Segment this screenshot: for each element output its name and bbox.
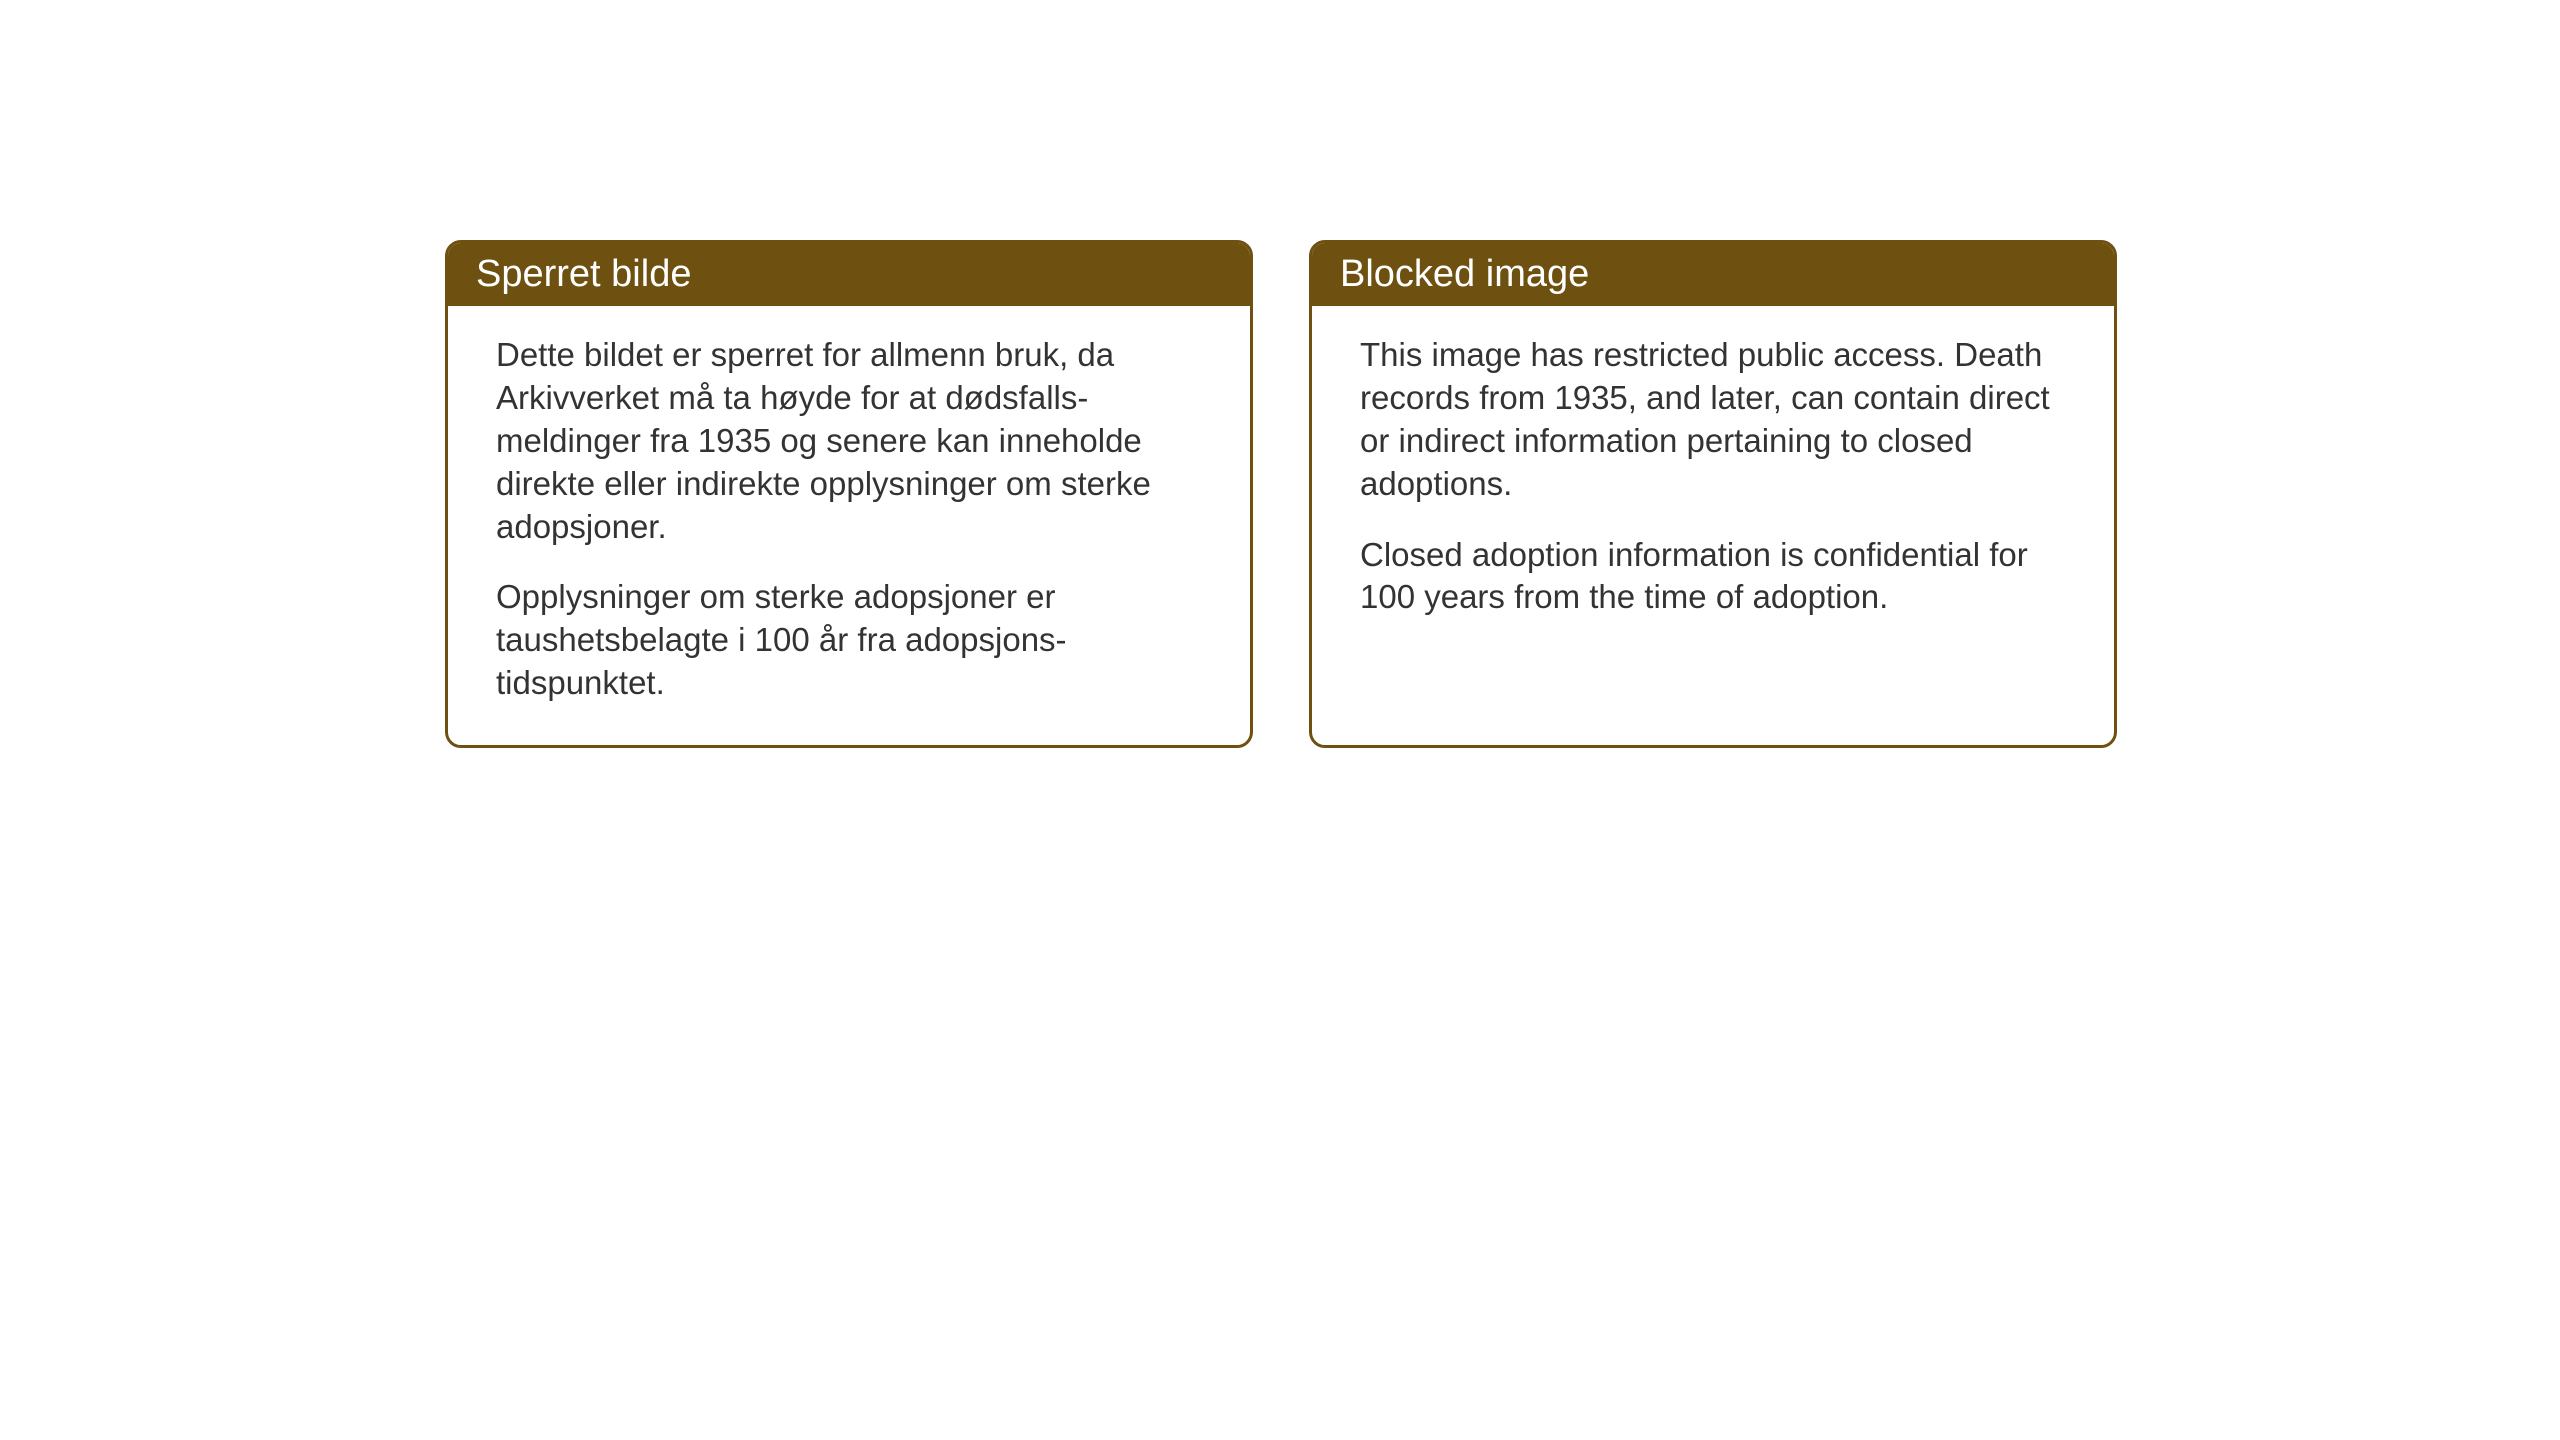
norwegian-card-title: Sperret bilde [476,253,691,295]
norwegian-card-header: Sperret bilde [448,243,1250,306]
norwegian-paragraph-2: Opplysninger om sterke adopsjoner er tau… [496,576,1202,705]
english-card-title: Blocked image [1340,253,1589,295]
norwegian-paragraph-1: Dette bildet er sperret for allmenn bruk… [496,334,1202,548]
english-paragraph-2: Closed adoption information is confident… [1360,534,2066,620]
english-notice-card: Blocked image This image has restricted … [1309,240,2117,748]
notice-container: Sperret bilde Dette bildet er sperret fo… [445,240,2117,748]
english-card-body: This image has restricted public access.… [1312,306,2114,659]
norwegian-card-body: Dette bildet er sperret for allmenn bruk… [448,306,1250,745]
norwegian-notice-card: Sperret bilde Dette bildet er sperret fo… [445,240,1253,748]
english-card-header: Blocked image [1312,243,2114,306]
english-paragraph-1: This image has restricted public access.… [1360,334,2066,506]
